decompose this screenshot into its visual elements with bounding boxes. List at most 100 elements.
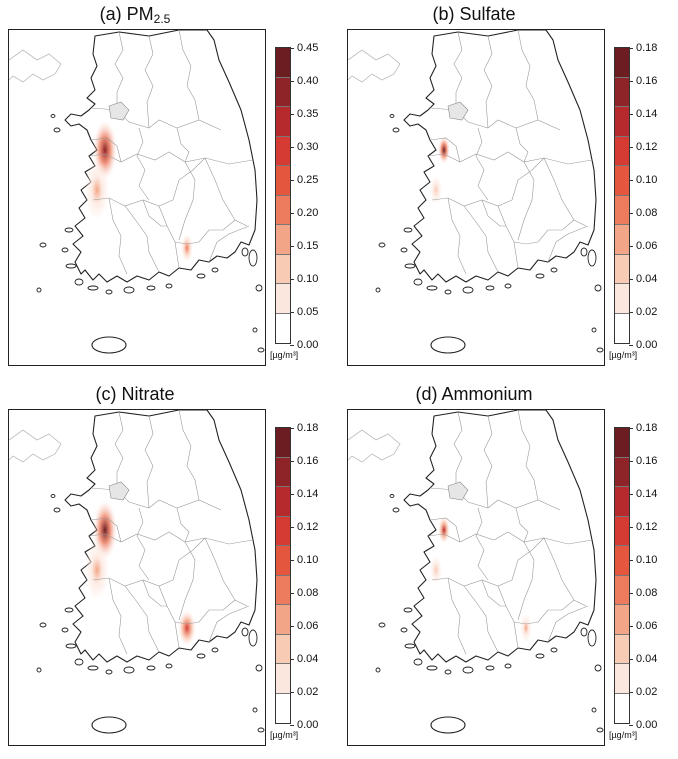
district-boundary: [447, 197, 467, 275]
island: [375, 287, 381, 293]
colorbar-tick-label: 0.15: [289, 240, 319, 252]
district-boundary: [543, 157, 587, 227]
district-boundary: [144, 415, 154, 509]
colorbar-segment: [615, 546, 629, 576]
island: [378, 622, 386, 628]
capital-area: [447, 481, 469, 501]
district-boundary: [92, 197, 174, 207]
colorbar-tick-label: 0.35: [289, 108, 319, 120]
colorbar-tick-label: 0.08: [628, 587, 658, 599]
district-boundary: [453, 31, 463, 110]
island: [50, 494, 56, 498]
colorbar-segment: [276, 284, 290, 314]
island: [444, 669, 452, 675]
island: [596, 347, 604, 353]
island: [504, 663, 512, 669]
unit-label: [µg/m³]: [270, 730, 299, 740]
island: [535, 273, 545, 279]
island: [53, 127, 61, 133]
colorbar-segment: [615, 166, 629, 196]
district-boundary: [429, 517, 461, 543]
district-boundary: [427, 151, 593, 165]
district-boundary: [90, 137, 122, 163]
colorbar-segment: [615, 313, 629, 343]
district-boundary: [204, 157, 248, 227]
colorbar-segment: [276, 516, 290, 546]
district-boundary: [515, 507, 529, 543]
island: [87, 665, 99, 671]
peninsula-landmass: [403, 30, 597, 283]
colorbar-segment: [276, 225, 290, 255]
island: [241, 627, 249, 637]
colorbar-segment: [615, 487, 629, 517]
island: [389, 114, 395, 118]
district-boundary: [429, 137, 461, 163]
colorbar-segment: [276, 664, 290, 694]
island: [146, 285, 156, 291]
southern-island: [430, 336, 466, 354]
district-boundary: [543, 537, 587, 607]
colorbar-segment: [615, 136, 629, 166]
colorbar-tick-label: 0.18: [628, 422, 658, 434]
colorbar-tick-label: 0.14: [628, 488, 658, 500]
colorbar-tick-label: 0.04: [289, 653, 319, 665]
island: [392, 507, 400, 513]
northern-boundary-line: [348, 429, 401, 463]
district-boundary: [517, 541, 535, 621]
island: [587, 249, 597, 267]
island: [255, 284, 263, 292]
district-boundary: [178, 541, 196, 621]
island: [462, 286, 474, 294]
northern-boundary-line: [9, 429, 62, 463]
colorbar-tick-label: 0.18: [289, 422, 319, 434]
island: [74, 278, 84, 286]
district-boundary: [114, 31, 124, 110]
colorbar-tick-label: 0.05: [289, 306, 319, 318]
capital-area: [447, 101, 469, 121]
map-frame: [8, 29, 266, 366]
island: [211, 647, 219, 653]
colorbar-segment: [615, 77, 629, 107]
colorbar-segment: [615, 48, 629, 78]
colorbar-tick-label: 0.00: [289, 719, 319, 731]
island: [105, 669, 113, 675]
district-boundary: [124, 205, 160, 273]
korea-map: [348, 30, 604, 354]
district-boundary: [176, 127, 190, 163]
colorbar-tick-label: 0.00: [628, 339, 658, 351]
island: [389, 494, 395, 498]
colorbar-segment: [276, 136, 290, 166]
colorbar-tick-label: 0.16: [628, 455, 658, 467]
island: [462, 666, 474, 674]
district-boundary: [88, 151, 254, 165]
colorbar-segment: [276, 457, 290, 487]
colorbar-tick-label: 0.16: [289, 455, 319, 467]
panel-title: (c) Nitrate: [95, 384, 175, 404]
district-boundary: [174, 599, 236, 625]
district-boundary: [517, 410, 539, 501]
peninsula-landmass: [403, 410, 597, 663]
island: [400, 247, 408, 253]
district-boundary: [178, 161, 196, 241]
island: [64, 227, 74, 233]
colorbar-tick-label: 0.06: [628, 620, 658, 632]
colorbar-tick-label: 0.02: [289, 686, 319, 698]
colorbar-tick-label: 0.12: [628, 521, 658, 533]
colorbar-tick-label: 0.06: [289, 620, 319, 632]
colorbar-segment: [615, 107, 629, 137]
colorbar-segment: [615, 428, 629, 458]
colorbar-tick-label: 0.40: [289, 75, 319, 87]
district-boundary: [174, 219, 236, 245]
island: [591, 327, 597, 333]
island: [403, 607, 413, 613]
panel-title: (d) Ammonium: [415, 384, 533, 404]
concentration-plume: [181, 234, 193, 262]
colorbar-tick-label: 0.08: [289, 587, 319, 599]
island: [65, 263, 77, 269]
island: [378, 242, 386, 248]
district-boundary: [483, 35, 493, 129]
colorbar-tick-label: 0.02: [628, 306, 658, 318]
island: [248, 249, 258, 267]
colorbar-tick-label: 0.14: [628, 108, 658, 120]
district-boundary: [208, 225, 250, 263]
